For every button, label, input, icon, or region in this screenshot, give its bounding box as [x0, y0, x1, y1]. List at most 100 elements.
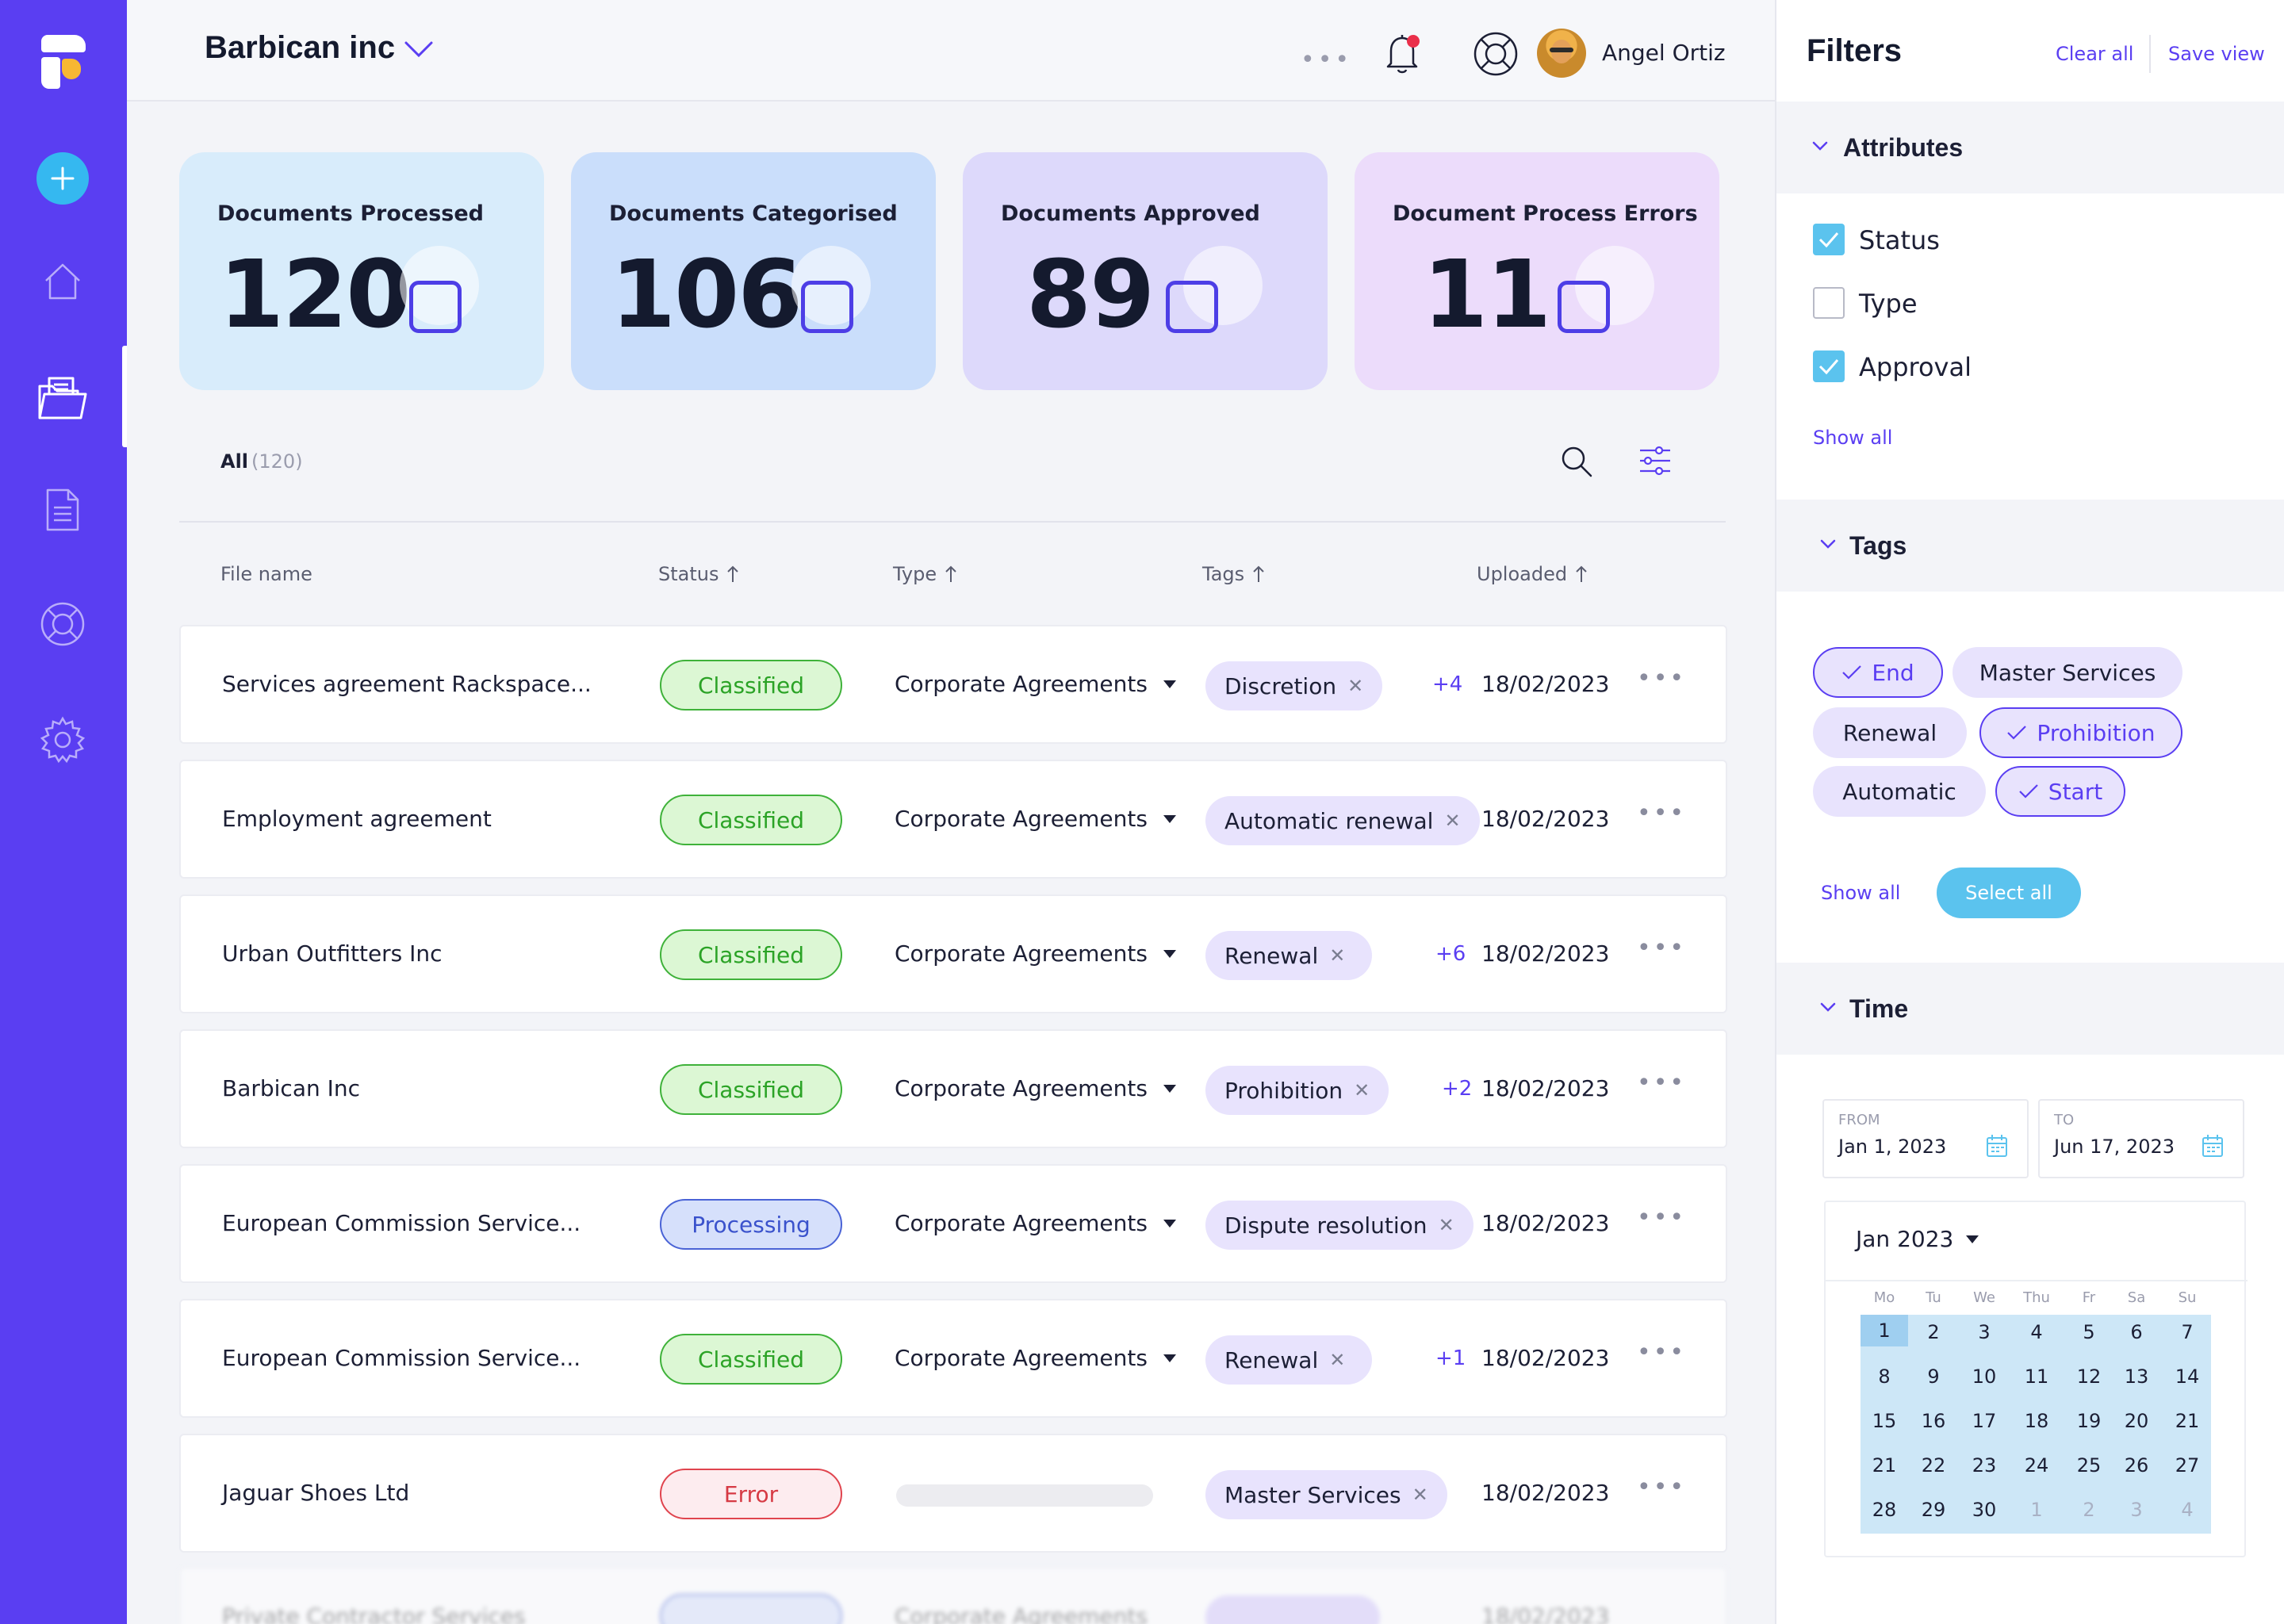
- chevron-down-icon[interactable]: [403, 38, 435, 60]
- section-time-header[interactable]: Time: [1776, 963, 2284, 1055]
- calendar-day[interactable]: 24: [2024, 1454, 2049, 1477]
- table-row[interactable]: Barbican Inc Classified Corporate Agreem…: [179, 1029, 1727, 1148]
- more-options-button[interactable]: •••: [1301, 46, 1353, 74]
- checkbox-type[interactable]: [1813, 287, 1845, 319]
- sliders-icon[interactable]: [1637, 442, 1673, 479]
- tag-chip[interactable]: Renewal ✕: [1205, 931, 1372, 980]
- type-select[interactable]: Corporate Agreements: [895, 1075, 1178, 1101]
- calendar-day[interactable]: 27: [2175, 1454, 2200, 1477]
- select-all-button[interactable]: Select all: [1937, 868, 2081, 918]
- calendar-day[interactable]: 23: [1972, 1454, 1997, 1477]
- calendar-day[interactable]: 1: [2030, 1499, 2043, 1521]
- section-attributes-header[interactable]: Attributes: [1776, 102, 2284, 193]
- more-tags-count[interactable]: +2: [1442, 1077, 1473, 1101]
- remove-tag-icon[interactable]: ✕: [1438, 1214, 1454, 1236]
- tag-chip[interactable]: Dispute resolution ✕: [1205, 1201, 1473, 1250]
- user-name[interactable]: Angel Ortiz: [1602, 40, 1726, 66]
- calendar-icon[interactable]: [2202, 1134, 2224, 1158]
- nav-home[interactable]: [36, 255, 89, 308]
- remove-tag-icon[interactable]: ✕: [1329, 1349, 1346, 1371]
- remove-tag-icon[interactable]: ✕: [1347, 675, 1364, 697]
- col-status[interactable]: Status: [658, 563, 739, 585]
- type-select[interactable]: Corporate Agreements: [895, 940, 1178, 967]
- tag-chip[interactable]: Renewal ✕: [1205, 1335, 1372, 1385]
- type-select[interactable]: Corporate Agreements: [895, 1603, 1148, 1624]
- table-row[interactable]: Jaguar Shoes Ltd Error Master Services ✕ …: [179, 1434, 1727, 1553]
- clear-all-link[interactable]: Clear all: [2056, 43, 2134, 65]
- calendar-icon[interactable]: [1986, 1134, 2008, 1158]
- filter-tag-end[interactable]: End: [1813, 647, 1943, 698]
- calendar-day[interactable]: 20: [2124, 1410, 2149, 1432]
- calendar-day[interactable]: 5: [2083, 1321, 2095, 1343]
- show-all-attributes-link[interactable]: Show all: [1813, 427, 1893, 449]
- tag-chip[interactable]: [1205, 1595, 1380, 1624]
- type-select[interactable]: Corporate Agreements: [895, 1345, 1178, 1371]
- table-row[interactable]: European Commission Service... Classifie…: [179, 1299, 1727, 1418]
- tag-chip[interactable]: Discretion ✕: [1205, 661, 1383, 710]
- tag-chip[interactable]: Automatic renewal ✕: [1205, 796, 1480, 845]
- calendar-day[interactable]: 21: [2175, 1410, 2200, 1432]
- calendar-day[interactable]: 9: [1927, 1365, 1940, 1388]
- more-tags-count[interactable]: +6: [1435, 942, 1466, 966]
- filter-tag-automatic[interactable]: Automatic: [1813, 766, 1986, 817]
- row-more-button[interactable]: •••: [1637, 1069, 1687, 1097]
- more-tags-count[interactable]: +4: [1432, 672, 1463, 696]
- more-tags-count[interactable]: +1: [1435, 1346, 1466, 1370]
- support-icon[interactable]: [1472, 30, 1519, 78]
- filter-tag-start[interactable]: Start: [1995, 766, 2125, 817]
- calendar-day[interactable]: 16: [1921, 1410, 1946, 1432]
- type-select[interactable]: Corporate Agreements: [895, 671, 1178, 697]
- calendar-day[interactable]: 29: [1921, 1499, 1946, 1521]
- calendar-day[interactable]: 2: [2083, 1499, 2095, 1521]
- month-select[interactable]: Jan 2023: [1856, 1226, 1980, 1252]
- col-tags[interactable]: Tags: [1202, 563, 1265, 585]
- date-from-field[interactable]: FROM Jan 1, 2023: [1822, 1099, 2029, 1178]
- calendar-day[interactable]: 1: [1861, 1315, 1908, 1346]
- calendar-day[interactable]: 30: [1972, 1499, 1997, 1521]
- calendar-day[interactable]: 2: [1927, 1321, 1940, 1343]
- calendar-day[interactable]: 8: [1878, 1365, 1891, 1388]
- bell-icon[interactable]: [1378, 29, 1426, 76]
- calendar-day[interactable]: 18: [2024, 1410, 2049, 1432]
- section-tags-header[interactable]: Tags: [1776, 500, 2284, 592]
- nav-documents[interactable]: [36, 371, 89, 423]
- calendar-day[interactable]: 4: [2030, 1321, 2043, 1343]
- filter-tag-master-services[interactable]: Master Services: [1953, 647, 2182, 698]
- show-all-tags-link[interactable]: Show all: [1821, 882, 1901, 904]
- logo-icon[interactable]: [41, 35, 86, 90]
- calendar-day[interactable]: 22: [1921, 1454, 1946, 1477]
- tag-chip[interactable]: Master Services ✕: [1205, 1470, 1447, 1519]
- filter-tag-renewal[interactable]: Renewal: [1813, 707, 1967, 758]
- nav-settings[interactable]: [36, 714, 89, 766]
- add-button[interactable]: [36, 152, 89, 205]
- col-uploaded[interactable]: Uploaded: [1477, 563, 1588, 585]
- calendar-day[interactable]: 17: [1972, 1410, 1997, 1432]
- table-row[interactable]: Employment agreement Classified Corporat…: [179, 760, 1727, 879]
- row-more-button[interactable]: •••: [1637, 799, 1687, 827]
- row-more-button[interactable]: •••: [1637, 665, 1687, 692]
- search-icon[interactable]: [1559, 444, 1594, 479]
- tag-chip[interactable]: Prohibition ✕: [1205, 1066, 1389, 1115]
- remove-tag-icon[interactable]: ✕: [1444, 810, 1461, 832]
- row-more-button[interactable]: •••: [1637, 934, 1687, 962]
- table-row[interactable]: Services agreement Rackspace... Classifi…: [179, 625, 1727, 744]
- type-select[interactable]: Corporate Agreements: [895, 1210, 1178, 1236]
- row-more-button[interactable]: •••: [1637, 1473, 1687, 1501]
- checkbox-approval[interactable]: [1813, 350, 1845, 382]
- calendar-day[interactable]: 14: [2175, 1365, 2200, 1388]
- nav-files[interactable]: [36, 484, 89, 536]
- company-name[interactable]: Barbican inc: [205, 30, 396, 65]
- calendar-day[interactable]: 3: [1978, 1321, 1991, 1343]
- calendar-day[interactable]: 4: [2181, 1499, 2194, 1521]
- row-more-button[interactable]: •••: [1637, 1339, 1687, 1366]
- remove-tag-icon[interactable]: ✕: [1412, 1484, 1428, 1506]
- calendar-day[interactable]: 10: [1972, 1365, 1997, 1388]
- table-row[interactable]: European Commission Service... Processin…: [179, 1164, 1727, 1283]
- avatar[interactable]: [1537, 29, 1586, 78]
- calendar-day[interactable]: 25: [2076, 1454, 2102, 1477]
- calendar-day[interactable]: 21: [1872, 1454, 1897, 1477]
- type-select[interactable]: Corporate Agreements: [895, 806, 1178, 832]
- calendar-day[interactable]: 26: [2124, 1454, 2149, 1477]
- col-type[interactable]: Type: [893, 563, 957, 585]
- calendar-day[interactable]: 19: [2076, 1410, 2102, 1432]
